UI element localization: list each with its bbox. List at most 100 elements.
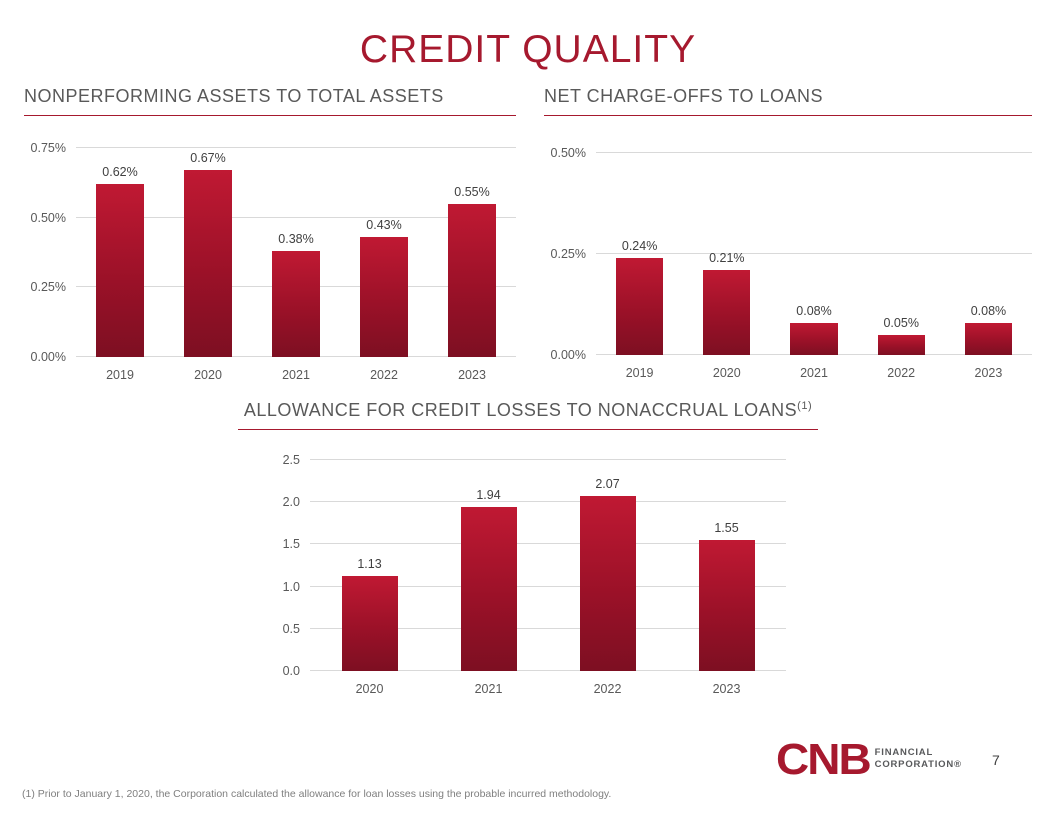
x-tick-label: 2021: [474, 682, 503, 696]
x-tick-label: 2021: [800, 366, 828, 380]
bar: [964, 322, 1012, 355]
page-title: CREDIT QUALITY: [359, 28, 697, 71]
x-tick-label: 2022: [887, 366, 916, 380]
bar-chart-nonperforming-assets: 0.00% 0.25% 0.50% 0.75% 0.62% 0.67% 0.38% 0.43…: [24, 141, 516, 382]
chart-body: 0.00% 0.25% 0.50% 0.75% 0.62% 0.67% 0.38% 0.43…: [24, 141, 516, 364]
y-tick-label: 0.25%: [30, 280, 66, 295]
gridline: [596, 253, 1032, 254]
bar-column: 0.43%: [340, 148, 428, 357]
x-tick-label: 2023: [974, 366, 1003, 380]
gridline: [310, 501, 786, 503]
bar: [703, 270, 751, 355]
bar: [698, 540, 755, 671]
y-tick-label: 2.5: [282, 453, 300, 467]
cnb-logo: CNB FINANCIAL CORPORATION®: [776, 736, 962, 782]
bar-column: 0.08%: [770, 153, 857, 355]
bar-column: 0.08%: [945, 153, 1032, 355]
x-tick-label: 2019: [625, 366, 654, 380]
y-tick-label: 1.5: [282, 537, 300, 552]
bar-chart-net-charge-offs: 0.00% 0.25% 0.50% 0.24% 0.21% 0.08% 0.05% 0.08…: [544, 146, 1032, 380]
x-tick-label: 2021: [282, 368, 310, 382]
bars: 0.24% 0.21% 0.08% 0.05% 0.08%: [596, 153, 1032, 355]
bar-column: 2.07: [548, 460, 667, 671]
bar-value-label: 0.67%: [190, 151, 226, 166]
chart-title-nonperforming-assets: NONPERFORMING ASSETS TO TOTAL ASSETS: [24, 86, 516, 116]
bar: [790, 322, 838, 355]
gridline: [596, 152, 1032, 153]
y-axis: 0.0 0.5 1.0 1.5 2.0 2.5: [238, 453, 310, 678]
x-axis: 2020 2021 2022 2023: [310, 682, 786, 696]
bar-column: 0.62%: [76, 148, 164, 357]
chart-section-net-charge-offs: NET CHARGE-OFFS TO LOANS 0.00% 0.25% 0.50%…: [544, 86, 1032, 380]
bar-column: 0.55%: [428, 148, 516, 357]
y-axis: 0.00% 0.25% 0.50%: [544, 146, 596, 362]
bar: [460, 507, 517, 671]
x-axis: 2019 2020 2021 2022 2023: [596, 366, 1032, 380]
bar-value-label: 0.24%: [621, 239, 658, 254]
y-tick-label: 0.50%: [550, 146, 586, 160]
y-tick-label: 0.75%: [30, 141, 66, 155]
bar-value-label: 0.08%: [970, 303, 1007, 318]
bar-value-label: 0.21%: [709, 251, 745, 266]
cnb-logo-text: FINANCIAL CORPORATION®: [875, 747, 962, 772]
y-tick-label: 0.5: [282, 621, 300, 636]
bar-value-label: 0.43%: [366, 218, 402, 233]
gridline: [310, 543, 786, 545]
bar-column: 0.38%: [252, 148, 340, 357]
y-axis: 0.00% 0.25% 0.50% 0.75%: [24, 141, 76, 364]
x-tick-label: 2020: [194, 368, 222, 382]
bar-column: 1.13: [310, 460, 429, 671]
bar-value-label: 1.94: [476, 488, 501, 503]
chart-title-net-charge-offs: NET CHARGE-OFFS TO LOANS: [544, 86, 1032, 116]
bar: [184, 170, 232, 357]
chart-title-text: NET CHARGE-OFFS TO LOANS: [544, 86, 824, 106]
y-tick-label: 2.0: [282, 495, 300, 510]
bar-value-label: 1.13: [357, 556, 382, 571]
cnb-logo-line1: FINANCIAL: [874, 746, 934, 758]
bar: [360, 237, 408, 357]
x-tick-label: 2023: [458, 368, 486, 382]
x-tick-label: 2022: [593, 682, 622, 696]
bar-value-label: 2.07: [595, 477, 620, 492]
gridline: [310, 585, 786, 587]
bar: [96, 184, 144, 357]
bar-value-label: 0.38%: [278, 232, 314, 247]
y-tick-label: 1.0: [282, 579, 300, 594]
chart-section-allowance-credit-losses: ALLOWANCE FOR CREDIT LOSSES TO NONACCRUA…: [238, 400, 818, 696]
x-axis-row: 2020 2021 2022 2023: [238, 671, 818, 696]
x-tick-label: 2023: [712, 682, 741, 696]
bar: [448, 203, 496, 357]
x-axis: 2019 2020 2021 2022 2023: [76, 368, 516, 382]
y-tick-label: 0.25%: [550, 247, 586, 261]
bar-value-label: 0.08%: [796, 303, 832, 318]
gridline: [310, 459, 786, 460]
bar: [272, 251, 320, 357]
gridline: [310, 627, 786, 629]
bar-column: 0.67%: [164, 148, 252, 357]
plot-area: 0.62% 0.67% 0.38% 0.43% 0.55%: [76, 147, 516, 357]
cnb-logo-brand: CNB: [776, 734, 872, 784]
footnote-marker: (1): [797, 400, 813, 412]
bar-column: 0.21%: [683, 153, 770, 355]
gridline: [76, 147, 516, 148]
bar-column: 1.94: [429, 460, 548, 671]
y-tick-label: 0.0: [282, 664, 300, 678]
bar-chart-allowance-credit-losses: 0.0 0.5 1.0 1.5 2.0 2.5 1.13 1.94 2.07 1.55 2020…: [238, 453, 818, 696]
bar-column: 1.55: [667, 460, 786, 671]
bar-value-label: 0.55%: [454, 184, 490, 199]
bar: [877, 334, 925, 355]
y-tick-label: 0.00%: [550, 348, 586, 362]
bar-column: 0.24%: [596, 153, 683, 355]
bar-column: 0.05%: [858, 153, 945, 355]
chart-section-nonperforming-assets: NONPERFORMING ASSETS TO TOTAL ASSETS 0.0…: [24, 86, 516, 382]
x-axis-row: 2019 2020 2021 2022 2023: [544, 355, 1032, 380]
chart-title-text: ALLOWANCE FOR CREDIT LOSSES TO NONACCRUA…: [243, 400, 798, 420]
bar: [616, 258, 664, 355]
x-tick-label: 2022: [370, 368, 398, 382]
bars: 0.62% 0.67% 0.38% 0.43% 0.55%: [76, 148, 516, 357]
bar-value-label: 1.55: [714, 521, 739, 536]
chart-body: 0.0 0.5 1.0 1.5 2.0 2.5 1.13 1.94 2.07 1.55: [238, 453, 818, 678]
bar-value-label: 0.05%: [883, 315, 919, 330]
chart-title-allowance-credit-losses: ALLOWANCE FOR CREDIT LOSSES TO NONACCRUA…: [238, 400, 818, 430]
